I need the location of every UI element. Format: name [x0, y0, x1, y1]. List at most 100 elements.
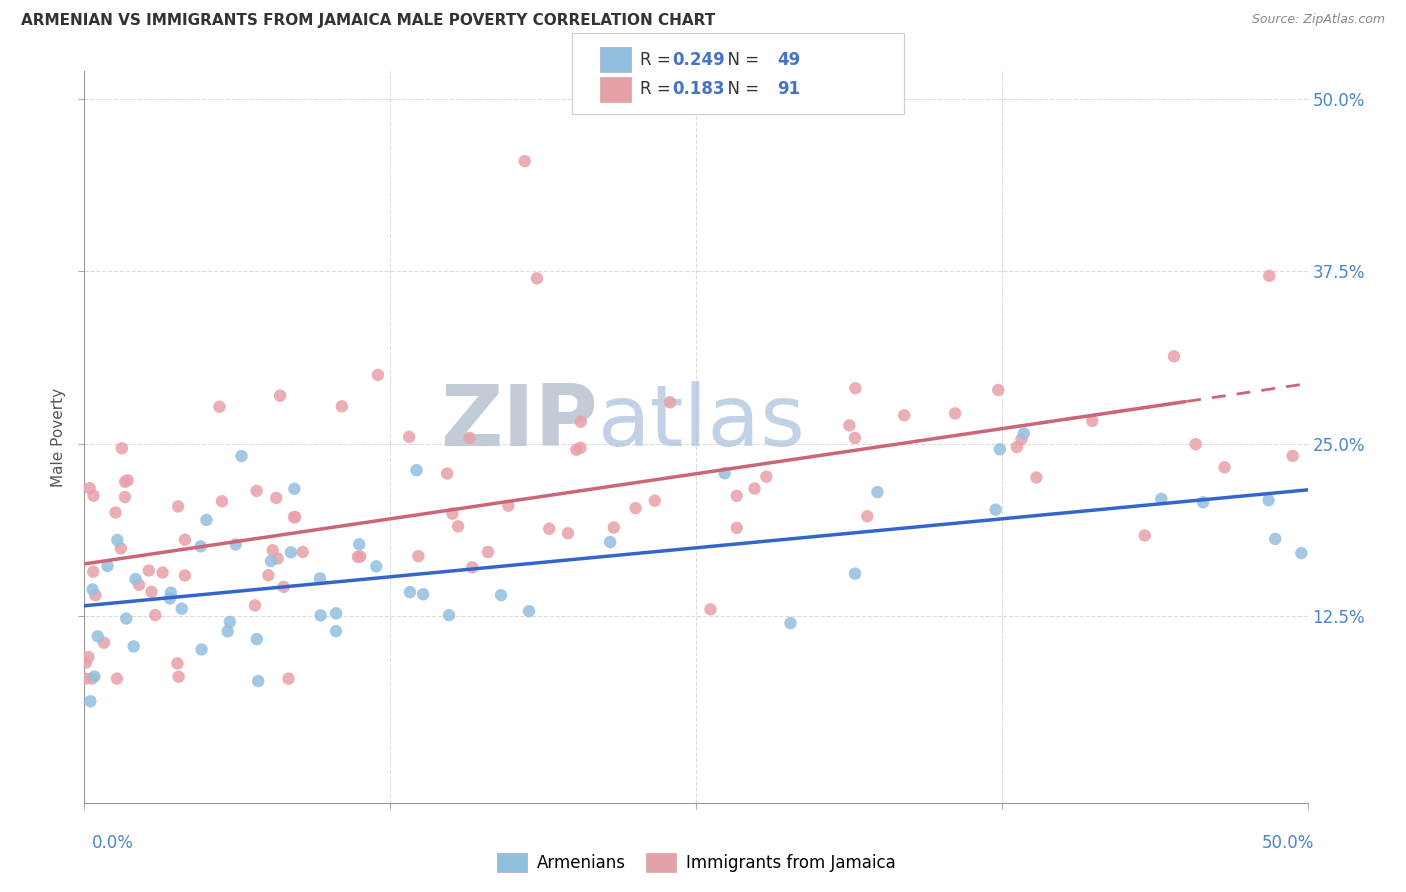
Point — [75, 656, 97, 670]
Point — [1025, 470, 1047, 484]
Point — [1192, 495, 1215, 509]
Point — [309, 608, 332, 623]
Y-axis label: Male Poverty: Male Poverty — [51, 387, 66, 487]
Point — [844, 566, 866, 581]
Point — [1133, 528, 1156, 542]
Point — [517, 604, 540, 618]
Point — [447, 519, 470, 533]
Point — [283, 510, 305, 524]
Point — [217, 624, 239, 639]
Point — [1005, 440, 1028, 454]
Point — [75, 672, 97, 686]
Point — [246, 483, 269, 498]
Point — [856, 509, 879, 524]
Point — [412, 587, 434, 601]
Point — [138, 564, 160, 578]
Point — [441, 507, 464, 521]
Point — [262, 543, 284, 558]
Point — [1163, 349, 1185, 363]
Point — [114, 490, 136, 504]
Point — [1264, 532, 1286, 546]
Point — [218, 615, 240, 629]
Point — [844, 431, 866, 445]
Point — [984, 502, 1007, 516]
Point — [408, 549, 430, 564]
Point — [243, 599, 266, 613]
Point — [79, 694, 101, 708]
Point — [152, 566, 174, 580]
Point — [291, 545, 314, 559]
Text: R =: R = — [640, 80, 676, 98]
Point — [141, 585, 163, 599]
Point — [526, 271, 548, 285]
Point — [1012, 426, 1035, 441]
Text: 50.0%: 50.0% — [1263, 834, 1315, 852]
Point — [325, 607, 347, 621]
Point — [569, 441, 592, 455]
Point — [366, 559, 388, 574]
Point — [538, 522, 561, 536]
Point — [82, 582, 104, 597]
Point — [569, 415, 592, 429]
Point — [347, 549, 370, 564]
Point — [104, 506, 127, 520]
Point — [309, 571, 332, 585]
Point — [273, 580, 295, 594]
Legend: Armenians, Immigrants from Jamaica: Armenians, Immigrants from Jamaica — [489, 846, 903, 879]
Point — [160, 585, 183, 599]
Point — [82, 565, 104, 579]
Point — [84, 588, 107, 602]
Point — [325, 624, 347, 639]
Point — [498, 499, 520, 513]
Point — [87, 629, 110, 643]
Point — [170, 601, 193, 615]
Point — [280, 545, 302, 559]
Point — [1213, 460, 1236, 475]
Point — [225, 537, 247, 551]
Point — [283, 482, 305, 496]
Point — [349, 549, 371, 564]
Point — [174, 568, 197, 582]
Point — [260, 554, 283, 568]
Point — [893, 409, 915, 423]
Point — [557, 526, 579, 541]
Point — [124, 572, 146, 586]
Point — [330, 400, 353, 414]
Point — [489, 588, 512, 602]
Point — [725, 489, 748, 503]
Point — [844, 381, 866, 395]
Point — [725, 521, 748, 535]
Point — [1184, 437, 1206, 451]
Text: 91: 91 — [778, 80, 800, 98]
Point — [247, 674, 270, 689]
Point — [838, 418, 860, 433]
Point — [79, 481, 101, 495]
Point — [987, 383, 1010, 397]
Point — [1150, 491, 1173, 506]
Point — [257, 568, 280, 582]
Point — [866, 485, 889, 500]
Point — [105, 672, 128, 686]
Point — [461, 560, 484, 574]
Point — [231, 449, 253, 463]
Point — [565, 442, 588, 457]
Point — [143, 608, 166, 623]
Point — [713, 467, 735, 481]
Point — [115, 611, 138, 625]
Point — [117, 473, 139, 487]
Point — [128, 578, 150, 592]
Point — [190, 642, 212, 657]
Point — [174, 533, 197, 547]
Point — [1257, 493, 1279, 508]
Point — [367, 368, 389, 382]
Point — [167, 670, 190, 684]
Point — [659, 395, 682, 409]
Point — [477, 545, 499, 559]
Point — [699, 602, 721, 616]
Point — [266, 551, 288, 566]
Point — [211, 494, 233, 508]
Point — [93, 635, 115, 649]
Text: 0.249: 0.249 — [672, 51, 725, 69]
Point — [80, 672, 103, 686]
Text: ARMENIAN VS IMMIGRANTS FROM JAMAICA MALE POVERTY CORRELATION CHART: ARMENIAN VS IMMIGRANTS FROM JAMAICA MALE… — [21, 13, 716, 29]
